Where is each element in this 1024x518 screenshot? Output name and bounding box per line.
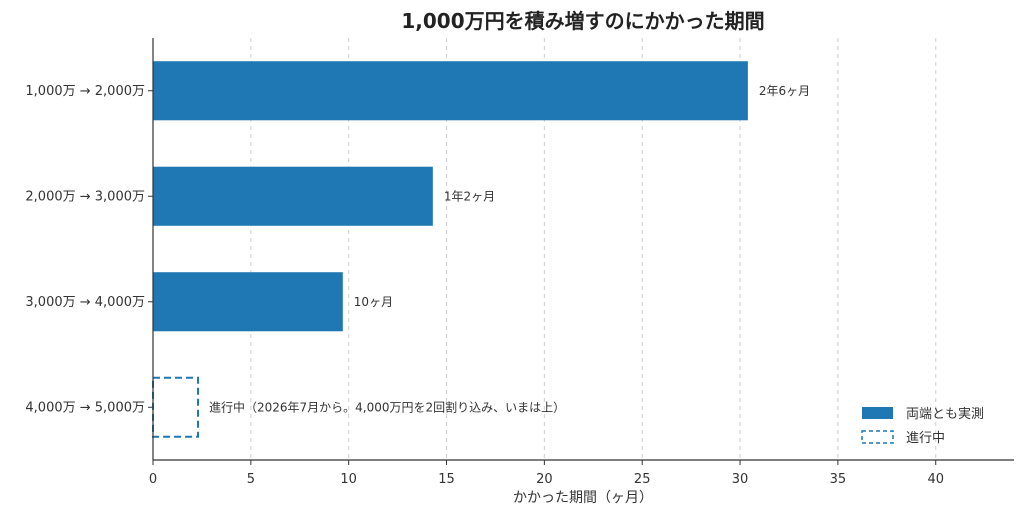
grid-lines xyxy=(250,38,937,460)
bar xyxy=(153,61,748,121)
legend-swatch xyxy=(862,407,893,419)
chart-title: 1,000万円を積み増すのにかかった期間 xyxy=(401,9,764,33)
x-tick-label: 0 xyxy=(149,472,157,487)
category-labels: 1,000万 → 2,000万 2,000万 → 3,000万 3,000万 → 4… xyxy=(25,84,153,415)
bar xyxy=(153,166,433,226)
category-label: 4,000万 → 5,000万 xyxy=(25,400,145,415)
x-tick-label: 30 xyxy=(732,472,749,487)
bar-value-label: 2年6ヶ月 xyxy=(759,84,810,98)
x-tick-label: 5 xyxy=(247,472,255,487)
category-label: 1,000万 → 2,000万 xyxy=(25,84,145,99)
bar xyxy=(153,272,343,332)
legend-label: 両端とも実測 xyxy=(906,406,984,422)
x-tick-label: 25 xyxy=(634,472,651,487)
bar-value-label: 1年2ヶ月 xyxy=(444,189,495,203)
legend-label: 進行中 xyxy=(906,431,945,446)
category-label: 2,000万 → 3,000万 xyxy=(25,189,145,204)
x-tick-label: 15 xyxy=(438,472,455,487)
category-label: 3,000万 → 4,000万 xyxy=(25,295,145,310)
x-tick-label: 10 xyxy=(340,472,357,487)
x-tick-labels: 0 5 10 15 20 25 30 35 40 xyxy=(149,460,944,487)
legend-swatch xyxy=(861,430,894,444)
bar-labels: 2年6ヶ月 1年2ヶ月 10ヶ月進行中（2026年7月から。4,000万円を2回割り… xyxy=(209,84,810,415)
bar-value-label: 進行中（2026年7月から。4,000万円を2回割り込み、いまは上） xyxy=(209,399,565,414)
x-tick-label: 20 xyxy=(536,472,553,487)
x-tick-label: 40 xyxy=(927,472,944,487)
bars xyxy=(152,61,748,438)
bar-in-progress xyxy=(152,376,200,438)
x-axis-label: かかった期間（ヶ月） xyxy=(513,490,653,506)
x-tick-label: 35 xyxy=(830,472,847,487)
bar-value-label: 10ヶ月 xyxy=(354,295,393,309)
